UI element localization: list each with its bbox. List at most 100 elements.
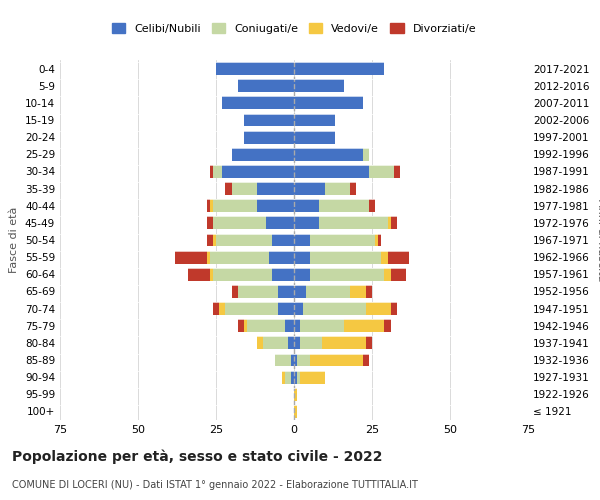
Bar [226,302,294,315]
Bar [219,302,294,315]
Bar [382,250,388,264]
Bar [294,200,319,212]
Bar [366,302,391,315]
Bar [275,354,294,366]
Bar [213,165,294,178]
Bar [257,182,294,195]
Bar [310,234,375,246]
Y-axis label: Anni di nascita: Anni di nascita [596,198,600,281]
Bar [294,405,297,418]
Bar [238,80,294,92]
Bar [216,234,294,246]
Bar [232,182,294,195]
Bar [300,336,322,349]
Bar [366,336,372,349]
Bar [257,336,294,349]
Bar [175,250,294,264]
Bar [275,354,294,366]
Bar [369,165,394,178]
Bar [210,200,294,212]
Bar [297,354,310,366]
Legend: Celibi/Nubili, Coniugati/e, Vedovi/e, Divorziati/e: Celibi/Nubili, Coniugati/e, Vedovi/e, Di… [107,19,481,38]
Bar [232,148,294,160]
Bar [294,148,362,160]
Bar [244,130,294,143]
Bar [275,354,294,366]
Bar [263,336,294,349]
Bar [294,370,297,384]
Bar [297,370,300,384]
Bar [222,96,294,110]
Bar [294,234,310,246]
Bar [294,388,297,400]
Bar [222,165,294,178]
Bar [232,182,294,195]
Bar [188,268,294,280]
Bar [206,216,294,230]
Y-axis label: Fasce di età: Fasce di età [10,207,19,273]
Bar [294,285,307,298]
Bar [281,370,294,384]
Bar [294,62,385,75]
Bar [238,80,294,92]
Bar [344,320,385,332]
Bar [244,130,294,143]
Bar [206,234,294,246]
Bar [238,80,294,92]
Bar [291,354,294,366]
Bar [247,320,294,332]
Bar [278,302,294,315]
Bar [269,250,294,264]
Bar [284,320,294,332]
Bar [222,96,294,110]
Bar [222,96,294,110]
Bar [391,268,406,280]
Bar [210,165,294,178]
Bar [206,200,294,212]
Bar [300,370,325,384]
Bar [238,320,294,332]
Bar [281,370,294,384]
Bar [288,336,294,349]
Bar [213,216,294,230]
Bar [244,114,294,126]
Bar [310,250,382,264]
Bar [319,200,369,212]
Bar [213,302,294,315]
Bar [362,148,369,160]
Bar [294,80,344,92]
Bar [238,285,294,298]
Bar [238,285,294,298]
Bar [238,80,294,92]
Bar [294,336,300,349]
Bar [244,114,294,126]
Bar [272,268,294,280]
Bar [294,114,335,126]
Bar [385,320,391,332]
Bar [385,268,391,280]
Bar [216,62,294,75]
Bar [391,216,397,230]
Bar [369,200,375,212]
Bar [257,336,294,349]
Bar [294,302,304,315]
Bar [294,130,335,143]
Bar [300,320,344,332]
Bar [232,148,294,160]
Bar [226,182,294,195]
Bar [362,354,369,366]
Bar [350,285,366,298]
Bar [388,216,391,230]
Bar [244,130,294,143]
Bar [216,62,294,75]
Bar [391,302,397,315]
Bar [294,165,369,178]
Bar [213,234,294,246]
Bar [244,320,294,332]
Bar [266,216,294,230]
Bar [210,250,294,264]
Bar [304,302,366,315]
Bar [278,285,294,298]
Bar [394,165,400,178]
Bar [244,114,294,126]
